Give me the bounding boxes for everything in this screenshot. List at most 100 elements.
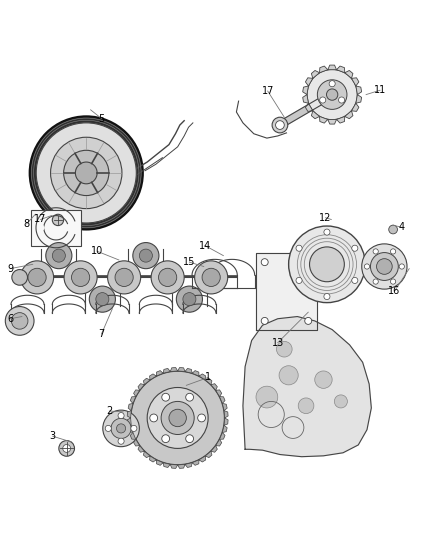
- Circle shape: [334, 395, 347, 408]
- Circle shape: [276, 341, 292, 357]
- Polygon shape: [305, 78, 313, 86]
- Text: 9: 9: [7, 264, 13, 273]
- Polygon shape: [156, 460, 163, 465]
- Circle shape: [96, 293, 109, 305]
- Circle shape: [39, 225, 44, 230]
- Circle shape: [324, 229, 330, 235]
- Circle shape: [364, 264, 370, 269]
- Circle shape: [64, 261, 97, 294]
- Polygon shape: [130, 432, 136, 439]
- Circle shape: [64, 150, 109, 196]
- Circle shape: [279, 366, 298, 385]
- Circle shape: [52, 249, 65, 262]
- Polygon shape: [143, 451, 150, 458]
- Polygon shape: [134, 439, 140, 446]
- Circle shape: [307, 69, 357, 120]
- Circle shape: [296, 245, 302, 251]
- Polygon shape: [170, 464, 178, 469]
- Bar: [31, 210, 81, 246]
- Polygon shape: [199, 456, 206, 462]
- Circle shape: [117, 424, 126, 433]
- Text: 16: 16: [388, 286, 400, 296]
- Circle shape: [71, 268, 90, 286]
- Polygon shape: [138, 446, 145, 453]
- Circle shape: [30, 116, 143, 230]
- Circle shape: [198, 414, 205, 422]
- Circle shape: [186, 435, 194, 442]
- Circle shape: [118, 413, 124, 418]
- Polygon shape: [215, 439, 222, 446]
- Polygon shape: [185, 463, 192, 467]
- Circle shape: [202, 268, 220, 286]
- Text: 12: 12: [319, 213, 332, 223]
- Polygon shape: [345, 70, 353, 78]
- Circle shape: [296, 277, 302, 284]
- Circle shape: [371, 253, 398, 280]
- Polygon shape: [311, 111, 320, 119]
- Text: 14: 14: [199, 240, 211, 251]
- Polygon shape: [127, 410, 131, 418]
- Polygon shape: [219, 397, 225, 403]
- Circle shape: [150, 414, 158, 422]
- Polygon shape: [223, 425, 227, 432]
- Polygon shape: [130, 397, 136, 403]
- Circle shape: [177, 286, 202, 312]
- Polygon shape: [219, 432, 225, 439]
- Circle shape: [289, 226, 365, 303]
- Polygon shape: [328, 119, 336, 124]
- Circle shape: [310, 247, 344, 282]
- Circle shape: [362, 244, 407, 289]
- Circle shape: [118, 438, 124, 444]
- Polygon shape: [336, 116, 345, 123]
- Text: 11: 11: [374, 85, 386, 95]
- Text: 17: 17: [261, 86, 274, 96]
- Circle shape: [329, 80, 335, 87]
- Circle shape: [186, 393, 194, 401]
- Polygon shape: [143, 378, 150, 385]
- Text: 10: 10: [91, 246, 103, 256]
- Polygon shape: [128, 425, 133, 432]
- Circle shape: [256, 386, 278, 408]
- Polygon shape: [127, 418, 131, 425]
- Text: 13: 13: [272, 338, 284, 348]
- Circle shape: [133, 243, 159, 269]
- Circle shape: [131, 425, 137, 431]
- Circle shape: [169, 409, 186, 426]
- Circle shape: [305, 259, 312, 265]
- Polygon shape: [192, 370, 199, 376]
- Circle shape: [272, 117, 288, 133]
- Polygon shape: [163, 463, 170, 467]
- Polygon shape: [185, 368, 192, 373]
- Circle shape: [52, 214, 64, 225]
- Circle shape: [183, 293, 196, 305]
- Polygon shape: [351, 103, 359, 111]
- Circle shape: [139, 249, 152, 262]
- Circle shape: [399, 264, 404, 269]
- Polygon shape: [211, 384, 217, 390]
- Polygon shape: [305, 103, 313, 111]
- Polygon shape: [134, 390, 140, 397]
- Circle shape: [28, 268, 46, 286]
- Text: 6: 6: [7, 314, 13, 324]
- Circle shape: [326, 89, 338, 100]
- Polygon shape: [243, 317, 371, 457]
- Circle shape: [46, 243, 72, 269]
- Polygon shape: [276, 93, 336, 127]
- Circle shape: [324, 294, 330, 300]
- Circle shape: [12, 270, 28, 285]
- Circle shape: [115, 268, 133, 286]
- Polygon shape: [178, 464, 185, 469]
- Circle shape: [59, 441, 74, 456]
- Polygon shape: [128, 403, 133, 410]
- Polygon shape: [345, 111, 353, 119]
- Text: 3: 3: [49, 431, 56, 441]
- Polygon shape: [224, 410, 228, 418]
- Circle shape: [305, 318, 312, 325]
- Polygon shape: [336, 66, 345, 72]
- Circle shape: [391, 249, 396, 254]
- Circle shape: [320, 97, 326, 103]
- Text: 1: 1: [205, 373, 211, 383]
- Circle shape: [89, 286, 116, 312]
- Polygon shape: [320, 66, 328, 72]
- Polygon shape: [356, 86, 362, 94]
